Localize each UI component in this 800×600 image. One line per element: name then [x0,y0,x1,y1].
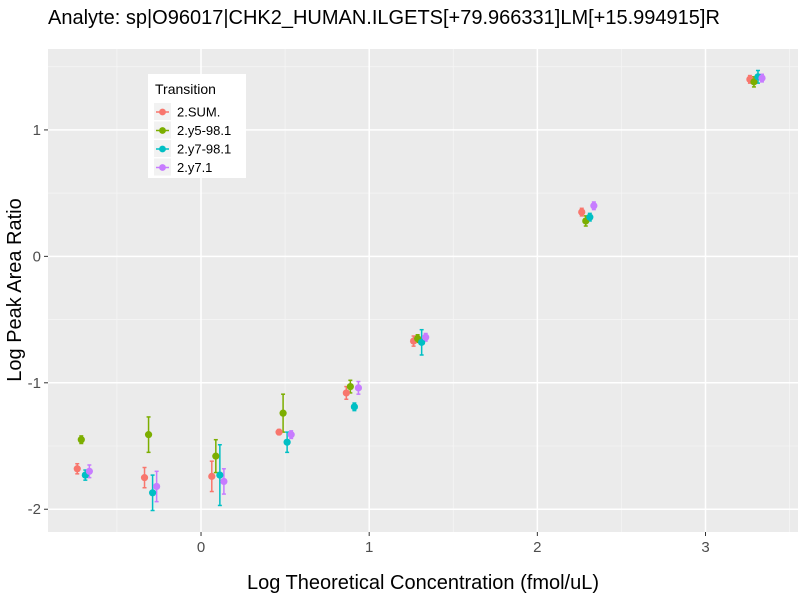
y-axis-title: Log Peak Area Ratio [4,198,26,381]
major-gridlines [48,49,798,532]
y-axis: -2 -1 0 1 [28,122,48,518]
data-point [354,384,363,392]
legend-items: 2.SUM. 2.y5-98.1 2.y7-98.1 2.y7.1 [154,103,231,176]
y-tick-label: -2 [28,501,41,518]
x-tick-label: 0 [197,539,205,556]
x-tick-label: 1 [365,539,373,556]
legend-key-point [159,108,166,116]
legend-label: 2.y5-98.1 [177,123,231,138]
x-tick-label: 2 [533,539,541,556]
x-tick-label: 3 [701,539,709,556]
y-tick-label: 0 [33,248,41,265]
data-point [144,431,153,439]
x-axis: 0 1 2 3 [197,532,710,556]
data-point [208,472,216,480]
legend-label: 2.y7-98.1 [177,142,231,157]
data-point [350,403,358,411]
data-point [346,382,354,391]
data-point [85,467,93,475]
data-point [77,436,85,444]
data-point [148,489,157,497]
legend-label: 2.SUM. [177,105,220,120]
y-tick-label: -1 [28,375,41,392]
data-point [220,477,228,486]
chart-title: Analyte: sp|O96017|CHK2_HUMAN.ILGETS[+79… [48,7,720,29]
data-point [279,409,287,417]
data-point [283,438,291,446]
data-point [578,208,586,216]
legend-label: 2.y7.1 [177,160,212,175]
data-point [153,482,161,491]
data-point [750,78,758,86]
data-point [590,202,598,210]
data-point [73,465,81,473]
data-points [73,73,766,497]
data-point [418,338,426,346]
data-point [287,431,295,439]
data-point [212,452,220,460]
data-point [140,474,149,482]
y-tick-label: 1 [33,122,41,139]
legend-key-point [159,164,166,171]
legend-key-point [159,145,166,153]
data-point [586,213,594,221]
legend-key-point [159,127,166,134]
legend: Transition 2.SUM. 2.y5-98.1 2.y7-98.1 2.y7.… [148,74,246,178]
data-point [758,74,766,82]
x-axis-title: Log Theoretical Concentration (fmol/uL) [247,572,599,594]
legend-title: Transition [155,81,216,97]
data-point [216,471,224,479]
data-point [275,428,283,436]
data-point [422,333,430,341]
data-point [342,389,350,397]
